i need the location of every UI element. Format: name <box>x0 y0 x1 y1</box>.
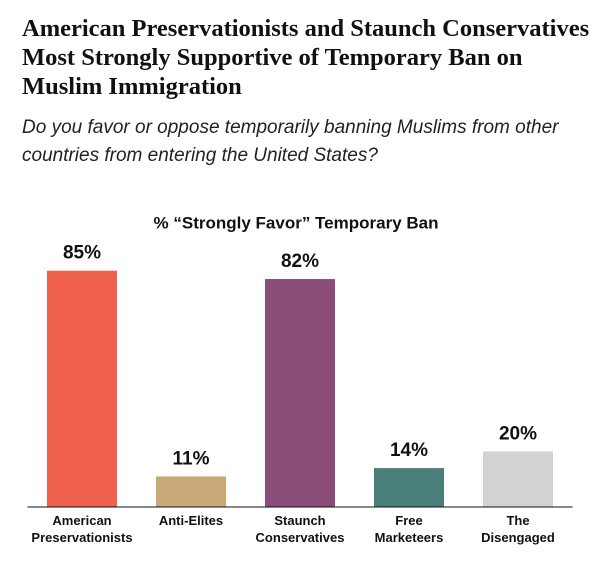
bar <box>265 279 335 507</box>
value-label: 82% <box>281 251 319 272</box>
value-label: 85% <box>63 243 101 264</box>
value-label: 11% <box>173 448 210 469</box>
x-tick-label: Free Marketeers <box>375 513 444 545</box>
chart-title: % “Strongly Favor” Temporary Ban <box>154 213 439 232</box>
x-tick-label: Staunch Conservatives <box>256 513 345 545</box>
x-tick-label: American Preservationists <box>31 513 132 545</box>
title: American Preservationists and Staunch Co… <box>22 15 590 100</box>
bar <box>483 451 553 507</box>
value-label: 14% <box>390 440 428 461</box>
value-label: 20% <box>499 423 537 444</box>
x-tick-label: Anti-Elites <box>159 513 223 528</box>
subtitle: Do you favor or oppose temporarily banni… <box>22 117 559 166</box>
bar <box>47 270 117 507</box>
x-tick-label: The Disengaged <box>481 513 555 545</box>
bar <box>156 476 226 507</box>
bar <box>374 468 444 507</box>
